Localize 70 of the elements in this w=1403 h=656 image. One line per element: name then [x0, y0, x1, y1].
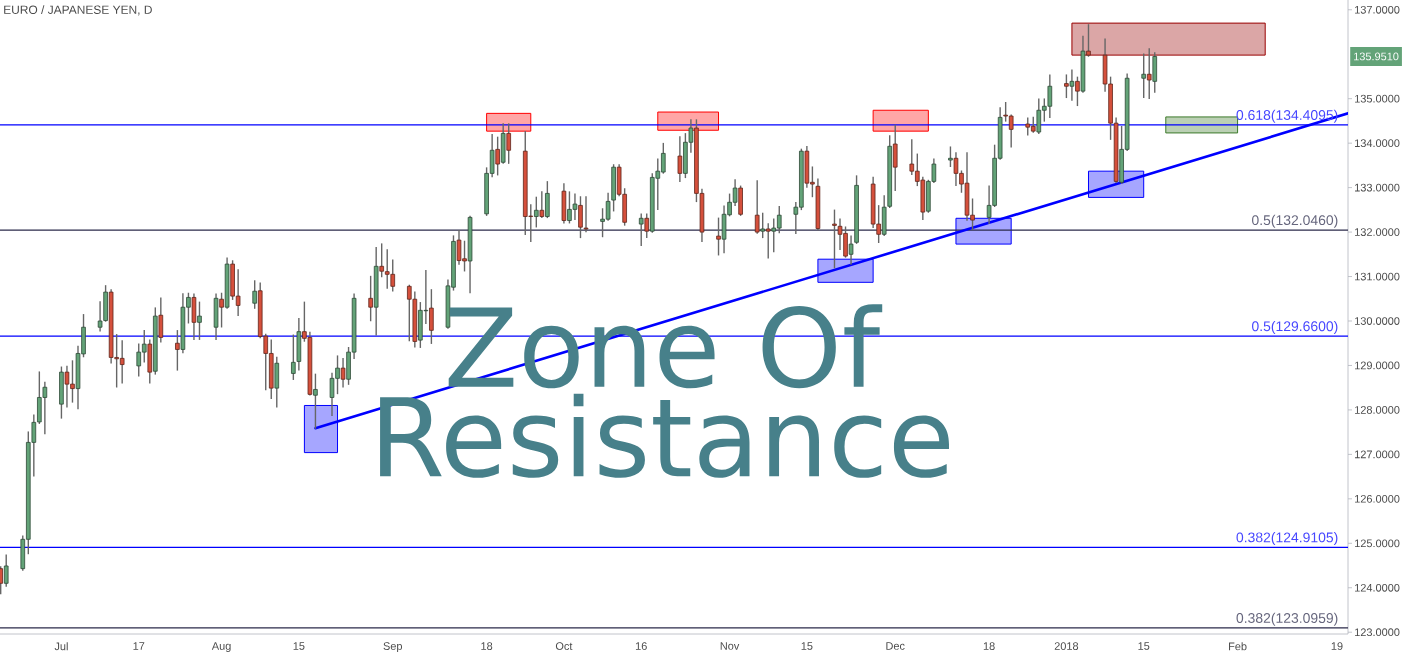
y-tick-label: 128.0000: [1355, 406, 1400, 414]
candlestick: [892, 124, 898, 191]
y-tick-label: 123.0000: [1355, 628, 1400, 637]
y-tick-label: 133.0000: [1355, 183, 1400, 192]
x-tick-label: 15: [801, 642, 813, 650]
ref-line-label: 0.5(132.0460): [1252, 214, 1338, 228]
candlestick: [429, 289, 434, 344]
x-tick-label: Jul: [54, 642, 68, 651]
ref-line-label: 0.5(129.6600): [1252, 320, 1338, 334]
candlestick: [1141, 53, 1147, 99]
candlestick: [313, 373, 318, 429]
x-tick-label: 18: [481, 642, 493, 650]
chart-title: EURO / JAPANESE YEN, D: [4, 5, 152, 16]
candlestick: [495, 136, 500, 176]
candlestick: [1069, 69, 1075, 101]
candlestick: [716, 217, 721, 256]
candlestick: [1086, 24, 1091, 57]
candlestick: [506, 123, 511, 164]
candlestick: [539, 191, 545, 219]
candlestick: [638, 213, 644, 247]
candlestick: [760, 212, 765, 239]
ref-line-label: 0.382(123.0959): [1236, 612, 1338, 626]
x-tick-label: 18: [983, 642, 995, 650]
y-tick-label: 131.0000: [1355, 272, 1400, 281]
y-tick-label: 134.0000: [1355, 139, 1400, 148]
candlestick: [340, 358, 346, 388]
candlestick: [3, 554, 9, 587]
candlestick: [1064, 74, 1069, 99]
x-tick-label: Sep: [383, 642, 403, 653]
y-tick-label: 127.0000: [1355, 450, 1400, 459]
x-tick-label: Feb: [1229, 642, 1247, 651]
candlestick: [158, 297, 164, 343]
x-tick-label: 19: [1331, 642, 1343, 650]
candlestick: [545, 181, 550, 219]
text: 135.9510: [1354, 52, 1399, 61]
x-tick-label: 2018: [1054, 642, 1079, 650]
candlestick: [848, 235, 854, 265]
x-tick-label: Aug: [211, 642, 231, 652]
x-tick-label: 15: [293, 642, 305, 650]
y-tick-label: 125.0000: [1355, 539, 1400, 548]
candlestick: [765, 223, 771, 259]
x-tick-label: Dec: [886, 642, 905, 650]
candlestick: [368, 275, 373, 322]
candlestick: [534, 196, 539, 228]
candlestick: [948, 146, 953, 167]
candlestick: [644, 213, 650, 239]
y-tick-label: 137.0000: [1355, 5, 1400, 14]
candlestick: [677, 136, 683, 183]
candlestick: [252, 280, 257, 309]
candlestick: [832, 209, 837, 269]
x-tick-label: Nov: [720, 642, 740, 650]
y-tick-label: 130.0000: [1355, 317, 1400, 325]
x-tick-label: 15: [1138, 642, 1150, 650]
y-tick-label: 126.0000: [1355, 494, 1400, 503]
ref-line-label: 0.618(134.4095): [1236, 109, 1338, 123]
x-tick-label: 17: [133, 642, 145, 650]
y-tick-label: 129.0000: [1355, 361, 1400, 370]
y-tick-label: 124.0000: [1355, 583, 1400, 592]
y-tick-label: 132.0000: [1355, 228, 1400, 236]
ref-line-label: 0.382(124.9105): [1236, 532, 1338, 546]
x-tick-label: 16: [635, 642, 647, 650]
candlestick: [754, 180, 760, 234]
candlestick: [291, 334, 296, 380]
candlestick: [219, 292, 224, 328]
candlestick: [175, 330, 180, 371]
candlestick: [1146, 48, 1152, 99]
x-tick-label: Oct: [555, 642, 573, 650]
y-tick-label: 135.0000: [1355, 94, 1400, 103]
candlestick: [197, 301, 202, 340]
candlestick: [1075, 76, 1080, 107]
